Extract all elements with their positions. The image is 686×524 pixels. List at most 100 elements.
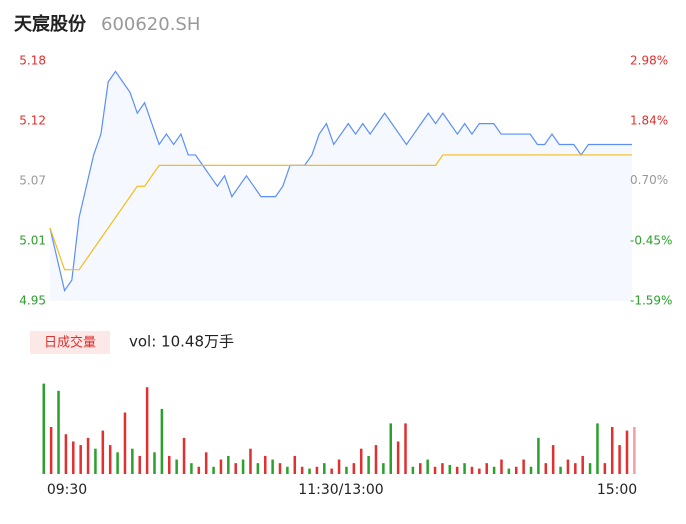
y2-tick-label: -1.59% (630, 294, 672, 308)
volume-bar (131, 448, 134, 474)
x-tick-label: 11:30/13:00 (298, 482, 383, 498)
volume-bar (389, 423, 393, 474)
volume-bar (330, 468, 333, 474)
volume-bar (404, 423, 407, 474)
volume-bar (492, 466, 496, 474)
volume-bar (337, 459, 341, 474)
volume-bar (241, 459, 245, 474)
volume-bar (182, 437, 186, 474)
volume-bar (529, 466, 533, 474)
volume-bar (57, 390, 60, 474)
y-tick-label: 4.95 (19, 294, 46, 308)
volume-label: vol: 10.48万手 (129, 333, 234, 351)
y2-tick-label: 2.98% (630, 54, 668, 68)
volume-bar (300, 466, 304, 474)
volume-bar (633, 427, 636, 474)
volume-bar (175, 459, 178, 474)
price-line (49, 70, 632, 293)
y-tick-label: 5.12 (19, 114, 46, 128)
volume-bar (168, 455, 171, 474)
x-tick-label: 09:30 (47, 482, 87, 498)
y2-tick-label: 1.84% (630, 113, 668, 127)
volume-bar (463, 463, 466, 474)
volume-bar (470, 466, 474, 474)
volume-bar (293, 455, 297, 474)
volume-bar (108, 445, 112, 474)
volume-bar (544, 463, 548, 474)
volume-bar (190, 463, 193, 474)
y-tick-label: 5.18 (19, 54, 46, 68)
legend-label[interactable]: 日成交量 (44, 335, 96, 351)
y-tick-label: 5.01 (19, 234, 46, 248)
volume-bar (256, 463, 260, 474)
volume-bar (64, 434, 68, 474)
volume-bar (278, 463, 282, 474)
volume-bar (219, 459, 223, 474)
volume-bar (315, 466, 319, 474)
volume-bar (160, 408, 164, 474)
volume-bar (382, 463, 385, 474)
volume-bar (138, 455, 141, 474)
volume-bar (212, 466, 215, 474)
volume-bar (352, 463, 356, 474)
volume-bar (323, 463, 326, 474)
volume-bar (448, 464, 452, 474)
volume-bar (234, 463, 237, 474)
volume-bar (79, 445, 82, 474)
volume-bar (86, 437, 90, 474)
volume-bar (42, 383, 46, 474)
volume-bar (581, 455, 584, 474)
stock-name: 天宸股份 (14, 13, 87, 35)
volume-bar (116, 452, 119, 474)
volume-bar (433, 466, 437, 474)
volume-bar (249, 448, 252, 474)
volume-bar (411, 466, 415, 474)
volume-bar (153, 452, 156, 474)
volume-bar (145, 387, 149, 474)
volume-bar (94, 448, 97, 474)
volume-bar (345, 466, 348, 474)
volume-bar (588, 463, 592, 474)
volume-bar (374, 445, 378, 474)
volume-bar (500, 459, 503, 474)
volume-bar (367, 455, 370, 474)
volume-bar (419, 463, 422, 474)
volume-bar (359, 448, 363, 474)
y2-tick-label: 0.70% (630, 173, 668, 187)
legend-button[interactable] (30, 331, 110, 354)
volume-bar (286, 466, 289, 474)
volume-bar (204, 452, 208, 474)
volume-bar (441, 463, 444, 474)
volume-bar (610, 427, 614, 474)
stock-code: 600620.SH (101, 14, 200, 35)
volume-bar (551, 445, 555, 474)
volume-bar (227, 455, 230, 474)
volume-bar (596, 423, 599, 474)
volume-bar (478, 468, 481, 474)
volume-bar (49, 427, 53, 474)
volume-bar (625, 430, 629, 474)
volume-bar (455, 466, 459, 474)
volume-bar (618, 445, 621, 474)
volume-bar (507, 468, 511, 474)
volume-bar (566, 459, 570, 474)
volume-bar (559, 466, 562, 474)
volume-bar (197, 466, 201, 474)
volume-bar (308, 468, 311, 474)
volume-bar (603, 463, 607, 474)
price-area (50, 71, 632, 301)
avg-line (49, 154, 632, 271)
y2-tick-label: -0.45% (630, 234, 672, 248)
volume-bar (537, 437, 540, 474)
volume-bar (123, 412, 127, 474)
volume-bar (101, 430, 105, 474)
volume-bar (522, 459, 525, 474)
y-tick-label: 5.07 (19, 174, 46, 188)
volume-bar (485, 463, 488, 474)
volume-bar (514, 466, 518, 474)
volume-bar (263, 455, 267, 474)
x-tick-label: 15:00 (597, 482, 637, 498)
volume-bar (396, 441, 400, 474)
volume-bar (574, 463, 577, 474)
